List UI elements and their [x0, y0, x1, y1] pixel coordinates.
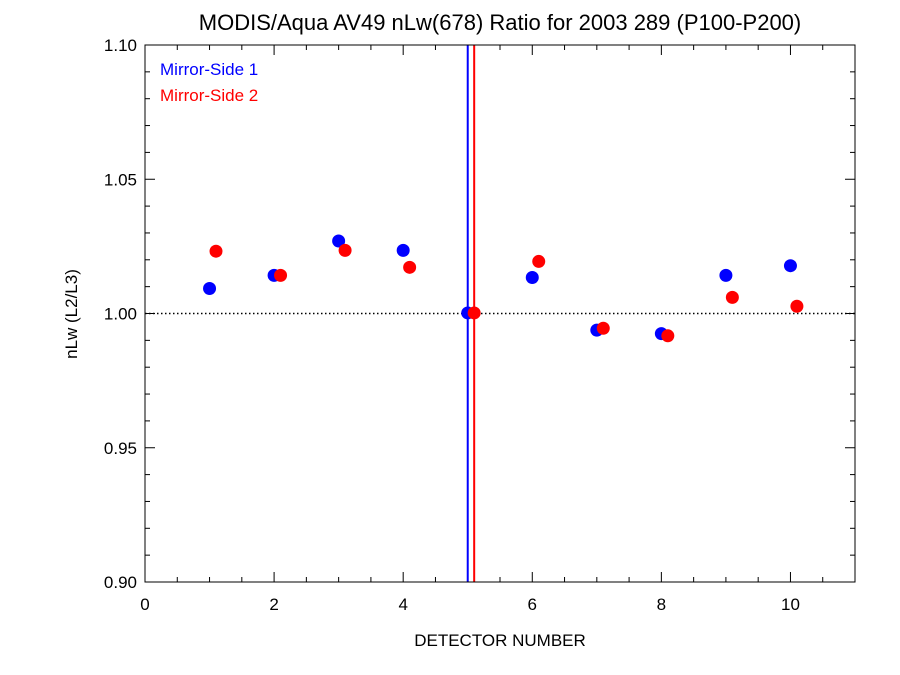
y-axis-label: nLw (L2/L3) [62, 269, 81, 359]
reference-lines [145, 45, 855, 582]
data-point [332, 234, 346, 248]
axis-ticks: 0 2 4 6 8 10 0.90 0.95 1.00 1.05 1.10 [104, 36, 856, 614]
y-tick-label: 0.90 [104, 573, 137, 592]
x-tick-label: 4 [398, 595, 407, 614]
x-tick-label: 8 [657, 595, 666, 614]
data-point [725, 290, 739, 304]
data-point [467, 306, 481, 320]
chart-title: MODIS/Aqua AV49 nLw(678) Ratio for 2003 … [199, 10, 802, 35]
x-tick-label: 10 [781, 595, 800, 614]
legend-entry: Mirror-Side 1 [160, 60, 258, 79]
legend-entry: Mirror-Side 2 [160, 86, 258, 105]
data-point [338, 243, 352, 257]
data-point [661, 329, 675, 343]
data-points [203, 234, 804, 343]
y-tick-label: 1.05 [104, 170, 137, 189]
data-point [203, 282, 217, 296]
y-tick-label: 0.95 [104, 439, 137, 458]
data-point [403, 260, 417, 274]
data-point [532, 254, 546, 268]
data-point [596, 321, 610, 335]
plot-frame [144, 44, 856, 583]
data-point [396, 243, 410, 257]
data-point [790, 299, 804, 313]
data-point [783, 259, 797, 273]
x-axis-label: DETECTOR NUMBER [414, 631, 586, 650]
x-tick-label: 6 [528, 595, 537, 614]
legend: Mirror-Side 1 Mirror-Side 2 [160, 60, 258, 105]
data-point [209, 244, 223, 258]
data-point [525, 271, 539, 285]
y-tick-label: 1.00 [104, 305, 137, 324]
x-tick-label: 0 [140, 595, 149, 614]
data-point [719, 268, 733, 282]
y-tick-label: 1.10 [104, 36, 137, 55]
data-point [274, 268, 288, 282]
x-tick-label: 2 [269, 595, 278, 614]
